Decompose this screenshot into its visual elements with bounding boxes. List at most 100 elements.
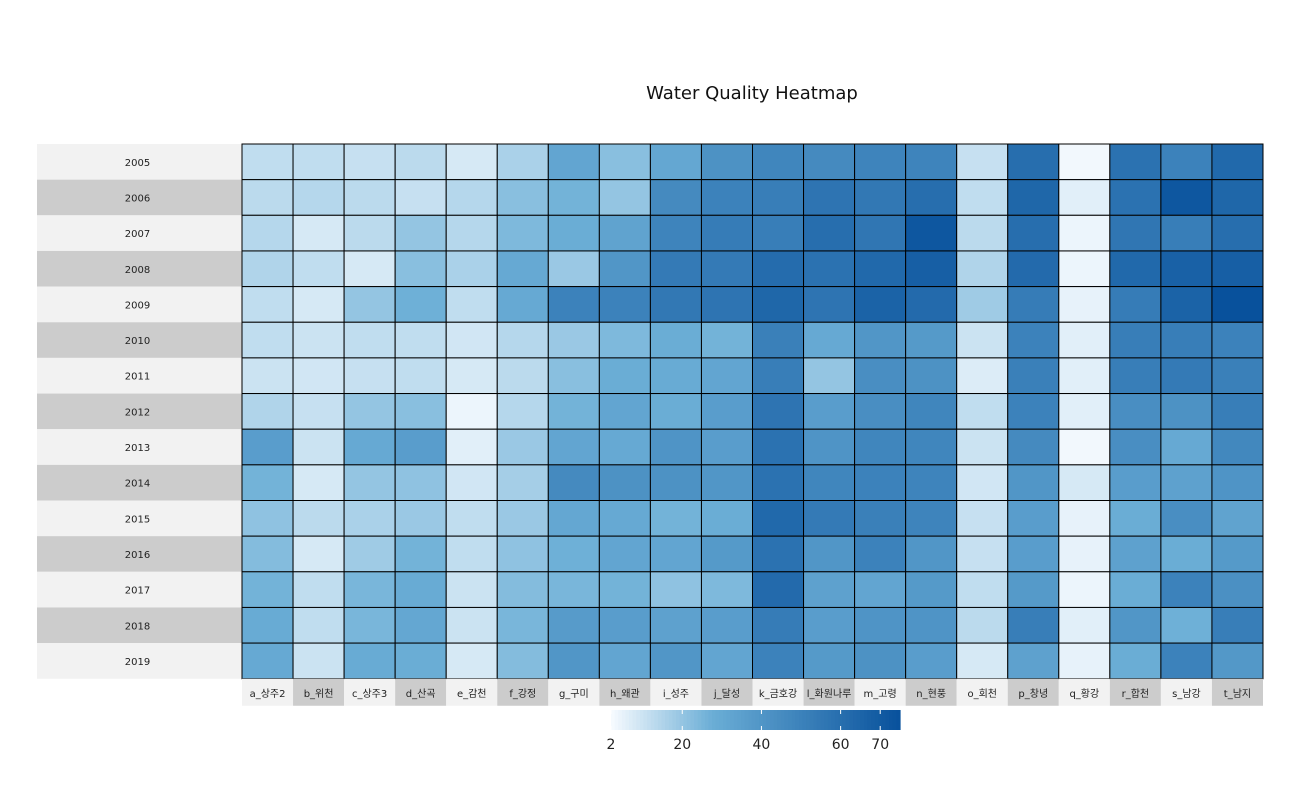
- color-scale-legend: 2 20 40 60 70: [607, 710, 901, 753]
- heatmap-cell: [445, 642, 498, 680]
- heatmap-cell: [752, 606, 805, 644]
- heatmap-cell: [394, 535, 447, 573]
- heatmap-cell: [241, 393, 294, 430]
- heatmap-cell: [649, 357, 702, 395]
- colorbar-segment: [639, 710, 645, 730]
- heatmap-cell: [394, 250, 447, 288]
- colorbar-segment: [654, 710, 659, 730]
- column-band: [497, 678, 549, 706]
- colorbar-segment: [686, 710, 692, 730]
- heatmap-cell: [752, 214, 805, 252]
- heatmap-cell: [854, 571, 907, 608]
- heatmap-cell: [700, 642, 754, 680]
- colorbar-segment: [697, 710, 702, 730]
- colorbar-segment: [676, 710, 681, 730]
- heatmap-cell: [1109, 428, 1162, 466]
- heatmap-cell: [445, 321, 498, 359]
- heatmap-cell: [343, 214, 396, 252]
- heatmap-cell: [905, 143, 958, 181]
- heatmap-cell: [445, 535, 498, 573]
- heatmap-cell: [752, 571, 805, 608]
- heatmap-cell: [1160, 179, 1213, 216]
- row-band: [37, 393, 242, 430]
- row-band: [37, 464, 242, 501]
- row-label-bands: 2005 2006 2007 2008 2009 2010 2011 2012 2013 2014…: [37, 144, 242, 679]
- heatmap-cell: [803, 321, 856, 359]
- heatmap-cell: [1058, 357, 1111, 395]
- colorbar-segment: [849, 710, 854, 730]
- heatmap-cell: [752, 642, 805, 680]
- heatmap-cell: [1007, 250, 1060, 288]
- column-band: [599, 678, 651, 706]
- heatmap-cell: [292, 500, 345, 537]
- heatmap-cell: [547, 535, 600, 573]
- heatmap-cell: [496, 214, 549, 252]
- heatmap-cell: [1058, 214, 1111, 252]
- heatmap-cell: [598, 571, 651, 608]
- heatmap-cell: [1007, 179, 1060, 216]
- colorbar-segment: [813, 710, 818, 730]
- heatmap-cell: [803, 428, 856, 466]
- heatmap-cell: [956, 143, 1009, 181]
- colorbar-segment: [769, 710, 775, 730]
- colorbar-tick-label: 2: [607, 737, 616, 753]
- heatmap-cell: [905, 500, 958, 537]
- row-label: 2015: [125, 514, 150, 525]
- heatmap-cell: [1109, 393, 1162, 430]
- column-label: d_산곡: [406, 688, 436, 700]
- heatmap-cell: [803, 500, 856, 537]
- heatmap-cell: [1007, 500, 1060, 537]
- heatmap-cell: [496, 286, 549, 323]
- heatmap-cell: [649, 571, 702, 608]
- colorbar-segment: [860, 710, 865, 730]
- heatmap-cell: [1109, 535, 1162, 573]
- heatmap-cell: [445, 606, 498, 644]
- column-label: l_화원나루: [807, 688, 852, 700]
- heatmap-cell: [343, 642, 396, 680]
- column-label: n_현풍: [916, 688, 946, 700]
- heatmap-cell: [343, 393, 396, 430]
- heatmap-cell: [292, 464, 345, 502]
- heatmap-cell: [803, 179, 856, 216]
- heatmap-cell: [649, 428, 702, 466]
- column-label: t_남지: [1224, 688, 1251, 700]
- heatmap-cell: [292, 642, 345, 680]
- column-label: r_합천: [1122, 688, 1150, 700]
- heatmap-cell: [241, 250, 294, 288]
- colorbar-segment: [867, 710, 872, 730]
- row-band: [37, 643, 242, 679]
- colorbar-segment: [759, 710, 764, 730]
- heatmap-cell: [752, 535, 805, 573]
- heatmap-cell: [803, 357, 856, 395]
- heatmap-cell: [496, 321, 549, 359]
- column-label: c_상주3: [352, 688, 387, 700]
- column-label: e_감천: [457, 688, 487, 700]
- column-label: q_황강: [1069, 688, 1099, 700]
- colorbar-segment: [871, 710, 876, 730]
- heatmap-cell: [752, 357, 805, 395]
- colorbar-segment: [824, 710, 829, 730]
- heatmap-cell: [1058, 464, 1111, 502]
- row-band: [37, 571, 242, 608]
- heatmap-cell: [445, 571, 498, 608]
- heatmap-cell: [394, 571, 447, 608]
- colorbar-segment: [878, 710, 883, 730]
- row-label: 2014: [125, 479, 150, 490]
- heatmap-cell: [1160, 500, 1213, 537]
- heatmap-cell: [394, 642, 447, 680]
- column-band: [803, 678, 855, 706]
- heatmap-cell: [700, 250, 754, 288]
- heatmap-cell: [343, 250, 396, 288]
- heatmap-cell: [1211, 642, 1264, 680]
- row-band: [37, 286, 242, 323]
- heatmap-cell: [1058, 286, 1111, 323]
- heatmap-cell: [956, 642, 1009, 680]
- colorbar-segment: [885, 710, 890, 730]
- row-label: 2006: [125, 193, 150, 204]
- colorbar-segment: [755, 710, 760, 730]
- heatmap-cell: [1211, 286, 1264, 323]
- colorbar-segment: [748, 710, 753, 730]
- heatmap-cell: [803, 535, 856, 573]
- heatmap-cell: [598, 464, 651, 502]
- heatmap-cell: [649, 500, 702, 537]
